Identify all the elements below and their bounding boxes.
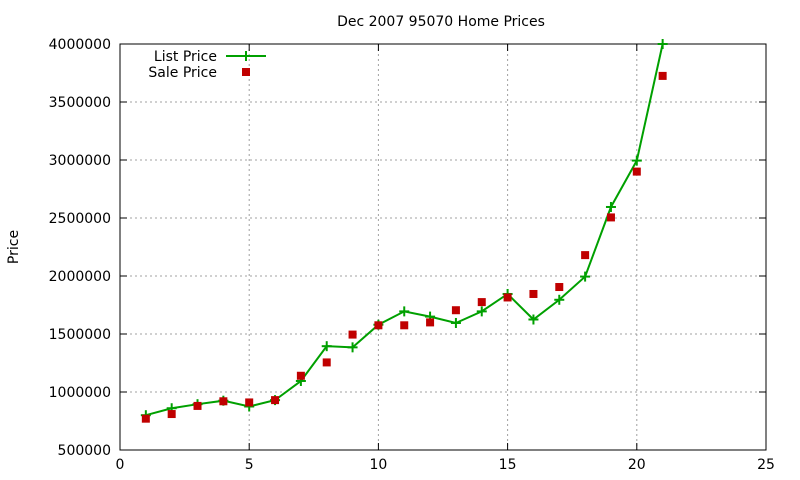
x-tick-label: 15 (499, 457, 517, 473)
list-price-point (450, 317, 461, 328)
x-tick-label: 10 (369, 457, 387, 473)
sale-price-point (426, 318, 435, 327)
y-tick-label: 3000000 (49, 153, 111, 169)
y-axis-label: Price (6, 230, 22, 264)
sale-price-point (581, 251, 590, 260)
sale-price-point (451, 306, 460, 315)
list-price-point (631, 155, 642, 166)
x-tick-label: 5 (245, 457, 254, 473)
sale-price-point (555, 283, 564, 292)
sale-price-point (529, 289, 538, 298)
list-price-point (476, 306, 487, 317)
sale-price-point (322, 358, 331, 367)
x-tick-labels: 0 5 10 15 20 25 (116, 457, 775, 473)
x-tick-label: 0 (116, 457, 125, 473)
sale-price-point (606, 213, 615, 222)
sale-price-point (632, 167, 641, 176)
sale-price-point (219, 397, 228, 406)
series (140, 39, 668, 423)
y-tick-label: 1000000 (49, 385, 111, 401)
y-tick-label: 2000000 (49, 269, 111, 285)
sale-price-point (348, 330, 357, 339)
sale-price-point (477, 298, 486, 307)
x-tick-label: 25 (757, 457, 775, 473)
y-tick-label: 4000000 (49, 37, 111, 53)
sale-price-point (193, 401, 202, 410)
plot-frame (119, 43, 767, 451)
sale-price-point (658, 71, 667, 80)
list-price-point (605, 201, 616, 212)
sale-price-point (271, 396, 280, 405)
list-price-point (528, 314, 539, 325)
legend-label: Sale Price (148, 65, 217, 81)
y-tick-label: 2500000 (49, 211, 111, 227)
sale-price-point (374, 321, 383, 330)
y-tick-label: 500000 (58, 443, 111, 459)
plot-area (120, 44, 766, 450)
legend-square-swatch (242, 68, 250, 76)
list-price-point (321, 341, 332, 352)
sale-price-point (245, 398, 254, 407)
y-tick-labels: 500000 1000000 1500000 2000000 2500000 300000… (49, 37, 111, 459)
y-tick-label: 3500000 (49, 95, 111, 111)
sale-price-point (400, 321, 409, 330)
axes (119, 43, 767, 451)
list-price-point (347, 342, 358, 353)
sale-price-point (167, 410, 176, 419)
list-price-point (554, 294, 565, 305)
list-price-point (399, 306, 410, 317)
sale-price-point (296, 371, 305, 380)
list-price-point (657, 39, 668, 49)
legend-label: List Price (154, 49, 217, 65)
y-tick-label: 1500000 (49, 327, 111, 343)
sale-price-point (503, 293, 512, 302)
chart-title: Dec 2007 95070 Home Prices (337, 14, 545, 30)
list-price-point (580, 271, 591, 282)
x-tick-label: 20 (628, 457, 646, 473)
sale-price-point (141, 414, 150, 423)
